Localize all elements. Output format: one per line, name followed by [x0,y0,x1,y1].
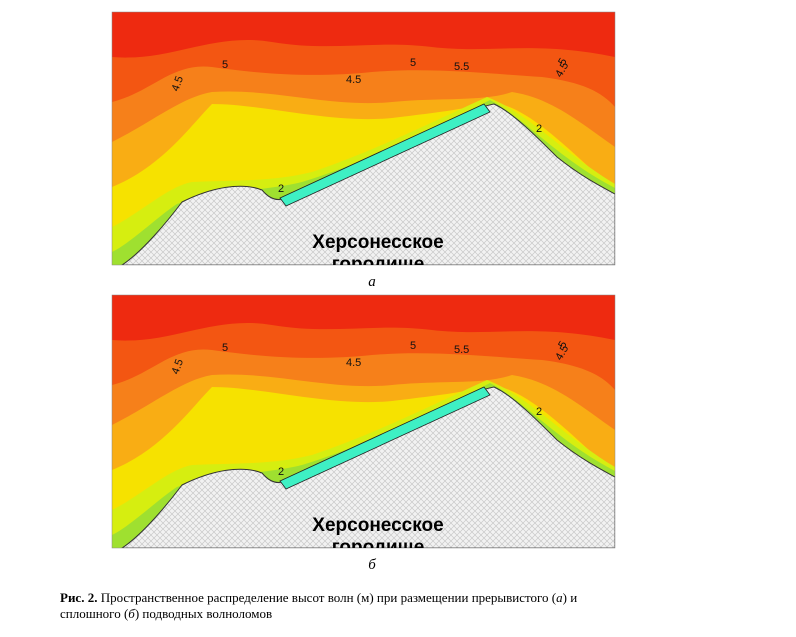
contour-label: 4.5 [170,75,187,93]
contour-label: 4.5 [170,358,187,376]
contour-label: 5.5 [454,344,469,356]
contour-label: 5 [222,342,228,354]
caption-text: ) подводных волноломов [134,606,273,621]
contour-label: 5 [410,57,416,69]
contour-label: 5 [556,339,569,350]
contour-label: 2 [536,406,542,418]
caption: Рис. 2. Пространственное распределение в… [60,590,577,622]
place-label: городище [332,537,425,558]
caption-italic: а [556,590,563,605]
map-image [112,12,615,265]
map-frame [111,11,616,266]
map-frame [111,294,616,549]
caption-italic: б [128,606,135,621]
contour-label: 2 [278,466,284,478]
panel-label: б [368,557,376,573]
contour-label: 2 [536,123,542,135]
caption-text: Пространственное распределение высот вол… [97,590,557,605]
panel-label: а [368,274,376,290]
contour-label: 2 [278,183,284,195]
contour-label: 5.5 [454,61,469,73]
map-image [112,295,615,548]
contour-label: 5 [556,56,569,67]
contour-label: 4.5 [346,74,361,86]
place-label: Херсонесское [312,232,443,253]
place-label: Херсонесское [312,515,443,536]
contour-label: 5 [410,340,416,352]
caption-text: ) и [562,590,578,605]
contour-label: 5 [222,59,228,71]
contour-label: 4.5 [346,357,361,369]
caption-label: Рис. 2. [60,590,98,605]
caption-text: сплошного ( [60,606,129,621]
place-label: городище [332,254,425,275]
